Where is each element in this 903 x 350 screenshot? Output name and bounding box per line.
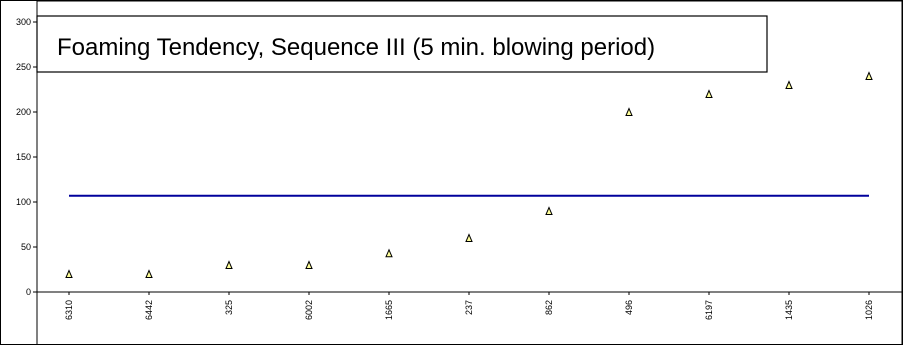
data-point-marker <box>145 269 153 278</box>
x-tick-label: 862 <box>544 300 554 315</box>
x-tick-label: 6197 <box>704 300 714 320</box>
data-point-marker <box>225 260 233 269</box>
x-tick-label: 6442 <box>144 300 154 320</box>
y-axis-ticks: 0 50 100 150 200 250 300 <box>16 17 37 297</box>
data-point-marker <box>705 89 713 98</box>
y-tick-label: 0 <box>26 287 31 297</box>
data-point-marker <box>385 248 393 258</box>
y-tick-label: 50 <box>21 242 31 252</box>
y-tick-label: 200 <box>16 107 31 117</box>
x-tick-label: 325 <box>224 300 234 315</box>
chart-title: Foaming Tendency, Sequence III (5 min. b… <box>57 34 655 61</box>
x-tick-label: 1026 <box>864 300 874 320</box>
data-point-marker <box>465 233 473 242</box>
x-axis-ticks: 6310 6442 325 6002 1665 237 862 496 6197 1435 1026 <box>64 292 874 320</box>
y-tick-label: 250 <box>16 62 31 72</box>
x-tick-label: 496 <box>624 300 634 315</box>
data-point-marker <box>545 206 553 215</box>
data-point-marker <box>785 80 793 89</box>
chart-title-box: Foaming Tendency, Sequence III (5 min. b… <box>36 15 768 73</box>
x-tick-label: 6002 <box>304 300 314 320</box>
data-point-marker <box>65 269 73 278</box>
y-tick-label: 300 <box>16 17 31 27</box>
x-tick-label: 6310 <box>64 300 74 320</box>
data-points <box>65 71 873 278</box>
data-point-marker <box>305 260 313 269</box>
y-tick-label: 100 <box>16 197 31 207</box>
x-tick-label: 1435 <box>784 300 794 320</box>
y-tick-label: 150 <box>16 152 31 162</box>
data-point-marker <box>865 71 873 80</box>
x-tick-label: 1665 <box>384 300 394 320</box>
x-tick-label: 237 <box>464 300 474 315</box>
data-point-marker <box>625 107 633 116</box>
